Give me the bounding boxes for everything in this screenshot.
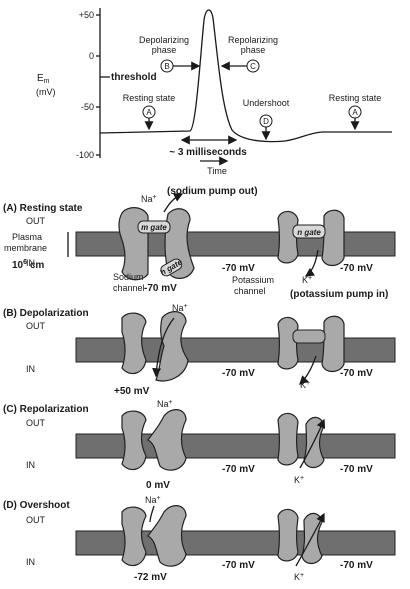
panel-c-title: (C) Repolarization [3,404,89,415]
panel-d-k: K+ [294,572,304,582]
repolarizing-label-2: phase [241,45,266,55]
sodium-channel-b-right [155,311,189,382]
sodium-influx-arrow-b [152,317,175,378]
membrane-thickness-label: 106 cm [12,259,44,271]
tick-0: 0 [89,51,94,61]
panel-a-k: K+ [302,275,312,285]
panel-d-title: (D) Overshoot [3,500,70,511]
panel-b-out-label: OUT [26,321,46,331]
depolarizing-label-2: phase [152,45,177,55]
membrane-potential-curve [99,9,392,143]
panel-b-na: Na+ [172,303,188,313]
sodium-pump-label: (sodium pump out) [167,186,258,197]
panel-a-title: (A) Resting state [3,203,83,214]
sodium-channel-c-right [147,409,187,471]
panel-a-in-label: IN [26,258,35,268]
marker-d-letter: D [263,117,269,126]
panel-b-sodium-voltage: +50 mV [114,386,150,397]
resting-state-left-label: Resting state [123,93,176,103]
sodium-channel-label-2: channel [113,283,145,293]
potassium-arrow-b [299,355,317,385]
panel-a-right-voltage: -70 mV [340,263,373,274]
panel-d-out-label: OUT [26,515,46,525]
panel-a-middle-voltage: -70 mV [222,263,255,274]
y-axis-unit: (mV) [36,87,56,97]
panel-a-sodium-voltage: -70 mV [144,283,177,294]
potassium-channel-d-left [277,508,299,562]
marker-a-left-letter: A [146,108,152,117]
panel-a-out-label: OUT [26,216,46,226]
threshold-label: threshold [111,72,157,83]
panel-d-right-voltage: -70 mV [340,560,373,571]
panel-b-depolarization: (B) Depolarization OUT IN Na+ +50 mV -70… [3,303,396,397]
panel-d-sodium-voltage: -72 mV [134,572,167,583]
sodium-channel-d-left [121,506,147,567]
sodium-channel-label-1: Sodium [113,272,144,282]
potassium-channel-a-right [321,209,345,267]
x-axis-label: Time [207,166,227,176]
tick-plus50: +50 [79,10,94,20]
potassium-channel-b-left [277,316,299,370]
marker-a-right-letter: A [352,108,358,117]
sodium-channel-b-left [121,312,147,375]
n-gate [292,224,326,239]
panel-c-in-label: IN [26,460,35,470]
resting-state-right-label: Resting state [329,93,382,103]
potassium-in-arrow [304,249,319,277]
panel-b-right-voltage: -70 mV [340,368,373,379]
panel-d-na: Na+ [145,495,161,505]
potassium-channel-label-2: channel [234,286,266,296]
panel-b-middle-voltage: -70 mV [222,368,255,379]
sodium-channel-a-left [118,207,149,281]
panel-c-na: Na+ [157,399,173,409]
undershoot-label: Undershoot [243,98,290,108]
potassium-channel-b-right [321,315,345,373]
plasma-membrane-label-2: membrane [4,243,47,253]
m-gate [137,220,171,234]
panel-c-middle-voltage: -70 mV [222,464,255,475]
y-ticks [96,14,100,156]
plasma-membrane-label-1: Plasma [12,232,42,242]
sodium-channel-d-right [147,505,187,567]
panel-c-sodium-voltage: 0 mV [146,480,170,491]
panel-a-resting-state: (A) Resting state OUT IN Plasma membrane… [3,186,396,300]
panel-d-in-label: IN [26,557,35,567]
tick-minus50: -50 [81,102,94,112]
action-potential-graph: +50 0 -50 -100 Em (mV) threshold Depolar… [36,8,392,176]
m-gate-label: m gate [141,223,167,232]
panel-b-title: (B) Depolarization [3,308,89,319]
potassium-channel-label-1: Potassium [232,275,274,285]
n-gate-label: n gate [297,228,321,237]
panel-c-k: K+ [294,475,304,485]
panel-c-right-voltage: -70 mV [340,464,373,475]
duration-label: ~ 3 milliseconds [169,147,247,158]
potassium-pump-label: (potassium pump in) [290,289,388,300]
marker-b-letter: B [164,62,169,71]
marker-c-letter: C [250,62,256,71]
panel-a-na: Na+ [141,194,157,204]
depolarizing-label-1: Depolarizing [139,35,189,45]
panel-d-overshoot: (D) Overshoot OUT IN Na+ -72 mV -70 mV K… [3,495,396,583]
sodium-arrow-d [149,505,155,523]
repolarizing-label-1: Repolarizing [228,35,278,45]
h-gate [160,258,183,277]
sodium-out-arrow [163,193,184,213]
panel-c-out-label: OUT [26,418,46,428]
tick-minus100: -100 [76,150,94,160]
potassium-channel-a-left [277,210,299,264]
sodium-channel-c-left [121,410,147,471]
panel-d-middle-voltage: -70 mV [222,560,255,571]
potassium-channel-c-left [277,412,299,466]
y-axis-label: Em [37,73,50,85]
panel-b-in-label: IN [26,364,35,374]
panel-c-repolarization: (C) Repolarization OUT IN Na+ 0 mV -70 m… [3,399,396,491]
potassium-efflux-arrow-c [299,418,326,469]
potassium-efflux-arrow-d [295,512,325,567]
n-gate-b [292,329,326,344]
